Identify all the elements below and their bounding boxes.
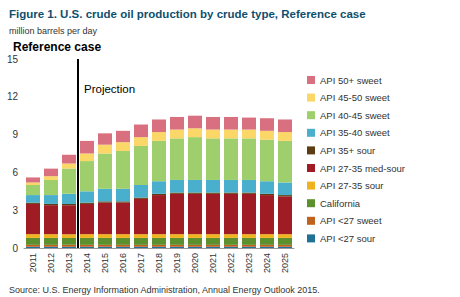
svg-text:API 35-40 sweet: API 35-40 sweet xyxy=(320,127,390,138)
svg-text:2011: 2011 xyxy=(28,253,38,272)
svg-text:2015: 2015 xyxy=(100,253,110,273)
svg-text:Reference case: Reference case xyxy=(13,40,101,54)
svg-text:6: 6 xyxy=(12,167,18,178)
svg-text:California: California xyxy=(320,198,361,209)
svg-text:API 45-50 sweet: API 45-50 sweet xyxy=(320,92,390,103)
svg-text:2023: 2023 xyxy=(244,253,254,273)
svg-text:2020: 2020 xyxy=(190,253,200,273)
svg-text:API <27 sweet: API <27 sweet xyxy=(320,215,382,226)
svg-text:Projection: Projection xyxy=(84,83,135,95)
svg-text:API 50+ sweet: API 50+ sweet xyxy=(320,75,382,86)
svg-text:0: 0 xyxy=(12,243,18,254)
svg-text:2016: 2016 xyxy=(118,253,128,273)
svg-text:2021: 2021 xyxy=(208,253,218,273)
svg-text:API <27 sour: API <27 sour xyxy=(320,233,375,244)
svg-text:2014: 2014 xyxy=(82,253,92,273)
svg-text:3: 3 xyxy=(12,205,18,216)
svg-text:12: 12 xyxy=(7,91,19,102)
svg-text:2012: 2012 xyxy=(46,253,56,273)
svg-text:API 35+ sour: API 35+ sour xyxy=(320,145,375,156)
svg-text:API 27-35 med-sour: API 27-35 med-sour xyxy=(320,163,405,174)
svg-text:Source: U.S. Energy Informatio: Source: U.S. Energy Information Administ… xyxy=(9,285,320,295)
svg-text:API 27-35 sour: API 27-35 sour xyxy=(320,180,383,191)
svg-text:15: 15 xyxy=(7,54,19,65)
svg-text:API 40-45 sweet: API 40-45 sweet xyxy=(320,110,390,121)
svg-text:2018: 2018 xyxy=(154,253,164,273)
svg-text:2022: 2022 xyxy=(226,253,236,273)
svg-text:2017: 2017 xyxy=(136,253,146,273)
svg-text:9: 9 xyxy=(12,129,18,140)
svg-text:million barrels per day: million barrels per day xyxy=(9,26,98,36)
svg-text:2019: 2019 xyxy=(172,253,182,273)
svg-text:2025: 2025 xyxy=(280,253,290,273)
svg-text:2024: 2024 xyxy=(262,253,272,273)
svg-text:Figure 1. U.S. crude oil produ: Figure 1. U.S. crude oil production by c… xyxy=(9,8,366,20)
svg-text:2013: 2013 xyxy=(64,253,74,273)
